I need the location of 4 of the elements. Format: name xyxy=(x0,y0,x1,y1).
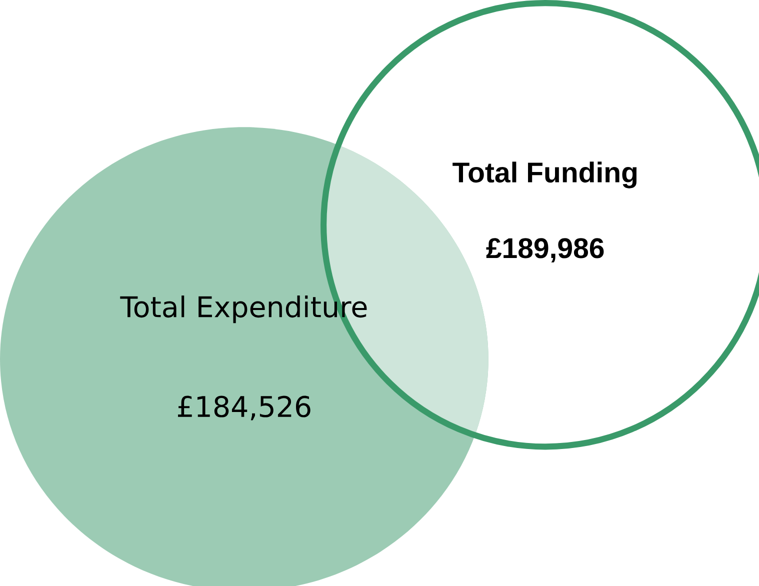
data-label: £189,986 xyxy=(486,238,604,262)
data-label: £184,526 xyxy=(178,396,310,420)
category-label: Total Expenditure xyxy=(120,296,367,324)
category-label: Total Funding xyxy=(452,162,637,188)
